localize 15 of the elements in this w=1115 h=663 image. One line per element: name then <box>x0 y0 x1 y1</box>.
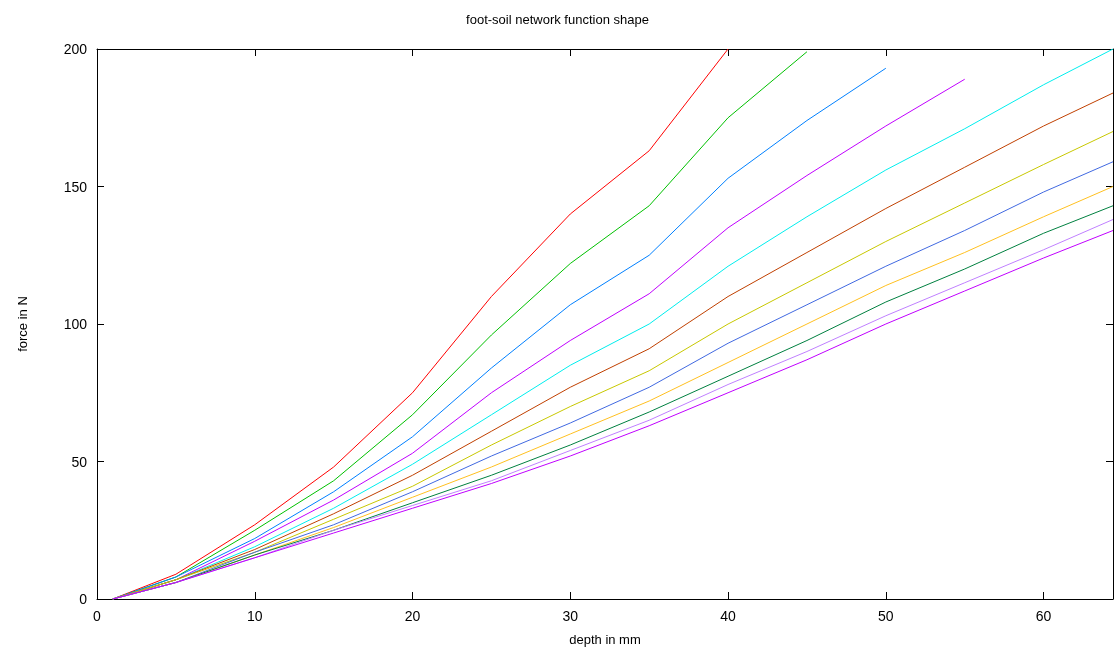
x-tick-label: 10 <box>246 608 263 624</box>
y-tick-label: 0 <box>79 591 88 607</box>
x-axis-title: depth in mm <box>569 632 641 647</box>
x-tick-label: 50 <box>878 608 894 624</box>
y-axis-title: force in N <box>15 296 30 352</box>
x-tick-label: 60 <box>1035 608 1052 624</box>
x-tick-label: 0 <box>93 608 102 624</box>
y-tick-label: 200 <box>63 41 88 57</box>
x-tick-label: 20 <box>404 608 421 624</box>
chart-title: foot-soil network function shape <box>466 12 649 27</box>
y-tick-label: 100 <box>63 316 88 332</box>
x-tick-label: 30 <box>562 608 579 624</box>
y-tick-label: 50 <box>71 453 88 470</box>
y-tick-label: 150 <box>63 178 88 195</box>
x-tick-label: 40 <box>720 608 737 624</box>
